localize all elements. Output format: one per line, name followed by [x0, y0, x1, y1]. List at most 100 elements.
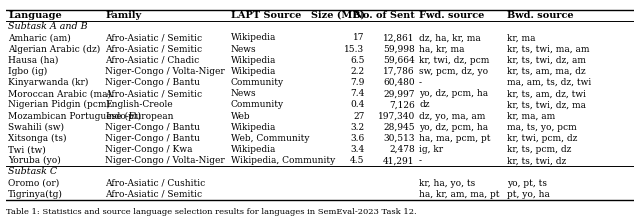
Text: Community: Community — [231, 78, 284, 87]
Text: 0.4: 0.4 — [350, 100, 365, 109]
Text: 28,945: 28,945 — [383, 123, 415, 132]
Text: Afro-Asiatic / Semitic: Afro-Asiatic / Semitic — [106, 89, 203, 98]
Text: kr, ts, twi, ma, am: kr, ts, twi, ma, am — [507, 45, 589, 54]
Text: 41,291: 41,291 — [383, 156, 415, 165]
Text: Oromo (or): Oromo (or) — [8, 179, 60, 187]
Text: Algerian Arabic (dz): Algerian Arabic (dz) — [8, 44, 100, 54]
Text: Igbo (ig): Igbo (ig) — [8, 67, 47, 76]
Text: 7,126: 7,126 — [389, 100, 415, 109]
Text: Fwd. source: Fwd. source — [419, 11, 484, 20]
Text: Niger-Congo / Volta-Niger: Niger-Congo / Volta-Niger — [106, 156, 225, 165]
Text: ig, kr: ig, kr — [419, 145, 444, 154]
Text: kr, twi, pcm, dz: kr, twi, pcm, dz — [507, 134, 577, 143]
Text: sw, pcm, dz, yo: sw, pcm, dz, yo — [419, 67, 488, 76]
Text: Afro-Asiatic / Chadic: Afro-Asiatic / Chadic — [106, 56, 200, 65]
Text: Niger-Congo / Bantu: Niger-Congo / Bantu — [106, 78, 200, 87]
Text: 60,480: 60,480 — [383, 78, 415, 87]
Text: dz, yo, ma, am: dz, yo, ma, am — [419, 112, 486, 121]
Text: LAPT Source: LAPT Source — [231, 11, 301, 20]
Text: 3.2: 3.2 — [351, 123, 365, 132]
Text: kr, ts, am, dz, twi: kr, ts, am, dz, twi — [507, 89, 586, 98]
Text: kr, ts, twi, dz, am: kr, ts, twi, dz, am — [507, 56, 586, 65]
Text: Table 1: Statistics and source language selection results for languages in SemEv: Table 1: Statistics and source language … — [6, 208, 417, 216]
Text: ha, kr, am, ma, pt: ha, kr, am, ma, pt — [419, 190, 500, 199]
Text: Subtask C: Subtask C — [8, 167, 58, 176]
Text: kr, ts, twi, dz, ma: kr, ts, twi, dz, ma — [507, 100, 586, 109]
Text: Afro-Asiatic / Semitic: Afro-Asiatic / Semitic — [106, 33, 203, 42]
Text: kr, twi, dz, pcm: kr, twi, dz, pcm — [419, 56, 490, 65]
Text: Afro-Asiatic / Cushitic: Afro-Asiatic / Cushitic — [106, 179, 205, 187]
Text: 7.4: 7.4 — [350, 89, 365, 98]
Text: 27: 27 — [353, 112, 365, 121]
Text: Bwd. source: Bwd. source — [507, 11, 573, 20]
Text: Afro-Asiatic / Semitic: Afro-Asiatic / Semitic — [106, 45, 203, 54]
Text: Wikipedia: Wikipedia — [231, 123, 276, 132]
Text: Size (MB): Size (MB) — [310, 11, 365, 20]
Text: Hausa (ha): Hausa (ha) — [8, 56, 59, 65]
Text: Niger-Congo / Kwa: Niger-Congo / Kwa — [106, 145, 193, 154]
Text: kr, ts, twi, dz: kr, ts, twi, dz — [507, 156, 566, 165]
Text: yo, dz, pcm, ha: yo, dz, pcm, ha — [419, 123, 488, 132]
Text: 17: 17 — [353, 33, 365, 42]
Text: Amharic (am): Amharic (am) — [8, 33, 71, 42]
Text: Xitsonga (ts): Xitsonga (ts) — [8, 134, 67, 143]
Text: Wikipedia, Community: Wikipedia, Community — [231, 156, 335, 165]
Text: 59,998: 59,998 — [383, 45, 415, 54]
Text: kr, ma, am: kr, ma, am — [507, 112, 555, 121]
Text: -: - — [419, 156, 422, 165]
Text: ma, ts, yo, pcm: ma, ts, yo, pcm — [507, 123, 577, 132]
Text: kr, ts, am, ma, dz: kr, ts, am, ma, dz — [507, 67, 586, 76]
Text: Tigrinya(tg): Tigrinya(tg) — [8, 190, 63, 199]
Text: 7.9: 7.9 — [350, 78, 365, 87]
Text: kr, ts, pcm, dz: kr, ts, pcm, dz — [507, 145, 572, 154]
Text: 3.6: 3.6 — [350, 134, 365, 143]
Text: kr, ha, yo, ts: kr, ha, yo, ts — [419, 179, 476, 187]
Text: 2.2: 2.2 — [351, 67, 365, 76]
Text: 6.5: 6.5 — [350, 56, 365, 65]
Text: Wikipedia: Wikipedia — [231, 33, 276, 42]
Text: Swahili (sw): Swahili (sw) — [8, 123, 64, 132]
Text: 3.4: 3.4 — [350, 145, 365, 154]
Text: Yoruba (yo): Yoruba (yo) — [8, 156, 61, 165]
Text: Twi (tw): Twi (tw) — [8, 145, 46, 154]
Text: News: News — [231, 45, 257, 54]
Text: 4.5: 4.5 — [350, 156, 365, 165]
Text: Afro-Asiatic / Semitic: Afro-Asiatic / Semitic — [106, 190, 203, 199]
Text: ha, kr, ma: ha, kr, ma — [419, 45, 465, 54]
Text: Wikipedia: Wikipedia — [231, 56, 276, 65]
Text: 59,664: 59,664 — [383, 56, 415, 65]
Text: Indo-European: Indo-European — [106, 112, 174, 121]
Text: yo, pt, ts: yo, pt, ts — [507, 179, 547, 187]
Text: Subtask A and B: Subtask A and B — [8, 22, 88, 31]
Text: 197,340: 197,340 — [378, 112, 415, 121]
Text: 30,513: 30,513 — [383, 134, 415, 143]
Text: ma, am, ts, dz, twi: ma, am, ts, dz, twi — [507, 78, 591, 87]
Text: Kinyarwanda (kr): Kinyarwanda (kr) — [8, 78, 89, 87]
Text: 15.3: 15.3 — [344, 45, 365, 54]
Text: Niger-Congo / Bantu: Niger-Congo / Bantu — [106, 123, 200, 132]
Text: English-Creole: English-Creole — [106, 100, 173, 109]
Text: dz, ha, kr, ma: dz, ha, kr, ma — [419, 33, 481, 42]
Text: News: News — [231, 89, 257, 98]
Text: kr, ma: kr, ma — [507, 33, 536, 42]
Text: Web: Web — [231, 112, 251, 121]
Text: pt, yo, ha: pt, yo, ha — [507, 190, 550, 199]
Text: Language: Language — [8, 11, 62, 20]
Text: -: - — [419, 78, 422, 87]
Text: Family: Family — [106, 11, 141, 20]
Text: Mozambican Portuguese (pt): Mozambican Portuguese (pt) — [8, 112, 141, 121]
Text: 29,997: 29,997 — [383, 89, 415, 98]
Text: Community: Community — [231, 100, 284, 109]
Text: ha, ma, pcm, pt: ha, ma, pcm, pt — [419, 134, 491, 143]
Text: Web, Community: Web, Community — [231, 134, 309, 143]
Text: Wikipedia: Wikipedia — [231, 67, 276, 76]
Text: Wikipedia: Wikipedia — [231, 145, 276, 154]
Text: dz: dz — [419, 100, 429, 109]
Text: No. of Sent: No. of Sent — [354, 11, 415, 20]
Text: 17,786: 17,786 — [383, 67, 415, 76]
Text: yo, dz, pcm, ha: yo, dz, pcm, ha — [419, 89, 488, 98]
Text: 2,478: 2,478 — [389, 145, 415, 154]
Text: Nigerian Pidgin (pcm): Nigerian Pidgin (pcm) — [8, 100, 110, 110]
Text: Niger-Congo / Volta-Niger: Niger-Congo / Volta-Niger — [106, 67, 225, 76]
Text: 12,861: 12,861 — [383, 33, 415, 42]
